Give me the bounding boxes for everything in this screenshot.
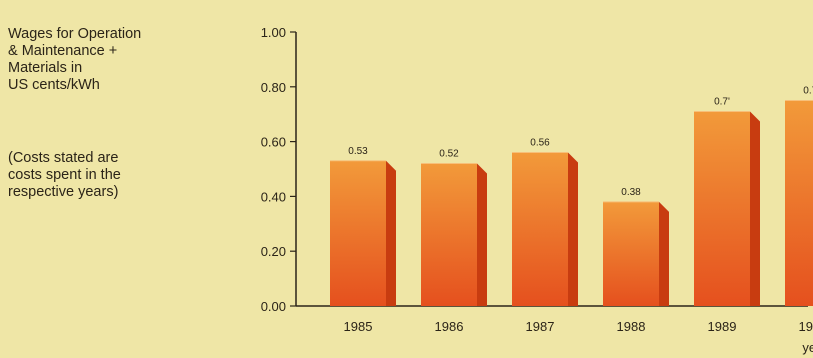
x-tick-label: 1989 — [708, 319, 737, 334]
data-label: 0.56 — [530, 138, 550, 149]
description-text: Wages for Operation & Maintenance + Mate… — [8, 26, 218, 94]
data-label: 0.75 — [803, 86, 813, 97]
description-line: Wages for Operation — [8, 26, 142, 42]
note-line: costs spent in the — [8, 167, 121, 183]
x-tick-label: 1986 — [435, 319, 464, 334]
bar — [421, 163, 477, 306]
bar — [785, 100, 813, 306]
data-label: 0.52 — [439, 149, 459, 160]
data-label: 0.53 — [348, 146, 368, 157]
description-line: US cents/kWh — [8, 77, 100, 93]
bar-side — [477, 163, 487, 306]
x-tick-label: 1990 — [799, 319, 813, 334]
bar-side — [750, 111, 760, 307]
bar-side — [659, 201, 669, 306]
bar — [512, 152, 568, 306]
y-tick-label: 0.00 — [261, 299, 286, 314]
x-tick-label: 1987 — [526, 319, 555, 334]
y-tick-label: 1.00 — [261, 25, 286, 40]
bar-side — [386, 160, 396, 306]
bar — [694, 111, 750, 307]
y-tick-label: 0.40 — [261, 189, 286, 204]
bar — [603, 201, 659, 306]
x-tick-label: 1988 — [617, 319, 646, 334]
bar-side — [568, 152, 578, 306]
data-label: 0.38 — [621, 187, 641, 198]
note-line: respective years) — [8, 184, 119, 200]
description-line: & Maintenance + — [8, 43, 118, 59]
description-line: Materials in — [8, 60, 83, 76]
y-tick-label: 0.80 — [261, 80, 286, 95]
y-tick-label: 0.20 — [261, 244, 286, 259]
note-line: (Costs stated are — [8, 150, 119, 166]
y-tick-label: 0.60 — [261, 135, 286, 150]
x-tick-label: 1985 — [344, 319, 373, 334]
x-axis-label: year — [802, 340, 813, 355]
bar — [330, 160, 386, 306]
data-label: 0.7' — [714, 96, 730, 107]
note-text: (Costs stated are costs spent in the res… — [8, 150, 218, 201]
